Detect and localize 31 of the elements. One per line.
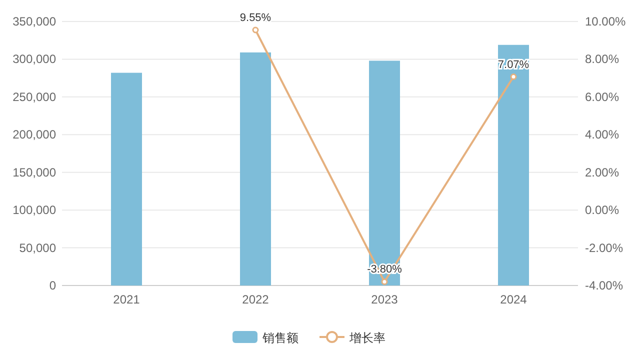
bar xyxy=(369,60,400,286)
y2-tick-label: 2.00% xyxy=(585,165,620,180)
y-tick-label: 50,000 xyxy=(19,240,56,255)
x-tick-label: 2023 xyxy=(371,292,398,306)
bar xyxy=(240,52,271,286)
y-tick-label: 150,000 xyxy=(12,165,56,180)
y2-tick-label: -4.00% xyxy=(585,278,624,292)
y2-tick-label: 10.00% xyxy=(585,14,626,28)
x-tick-label: 2021 xyxy=(113,292,140,306)
point xyxy=(510,74,517,80)
bar xyxy=(498,44,529,286)
legend-label: 增长率 xyxy=(348,331,386,345)
x-tick-label: 2024 xyxy=(500,292,528,306)
x-tick-label: 2022 xyxy=(242,292,270,306)
y-tick-label: 200,000 xyxy=(12,128,56,142)
y2-tick-label: -2.00% xyxy=(585,240,624,255)
data-label: 9.55% xyxy=(240,12,272,24)
y-tick-label: 100,000 xyxy=(12,203,56,218)
y2-tick-label: 6.00% xyxy=(585,90,620,104)
y-tick-label: 300,000 xyxy=(12,52,56,66)
data-label: 7.07% xyxy=(498,58,530,71)
y-tick-label: 350,000 xyxy=(12,14,56,28)
bar xyxy=(111,72,142,286)
y-tick-label: 250,000 xyxy=(12,90,56,104)
y-tick-label: 0 xyxy=(49,278,56,292)
point xyxy=(381,278,388,285)
y2-tick-label: 0.00% xyxy=(585,203,620,218)
y2-tick-label: 4.00% xyxy=(585,128,620,142)
point xyxy=(252,26,259,34)
y2-tick-label: 8.00% xyxy=(585,52,620,66)
legend-label: 销售额 xyxy=(262,331,298,345)
